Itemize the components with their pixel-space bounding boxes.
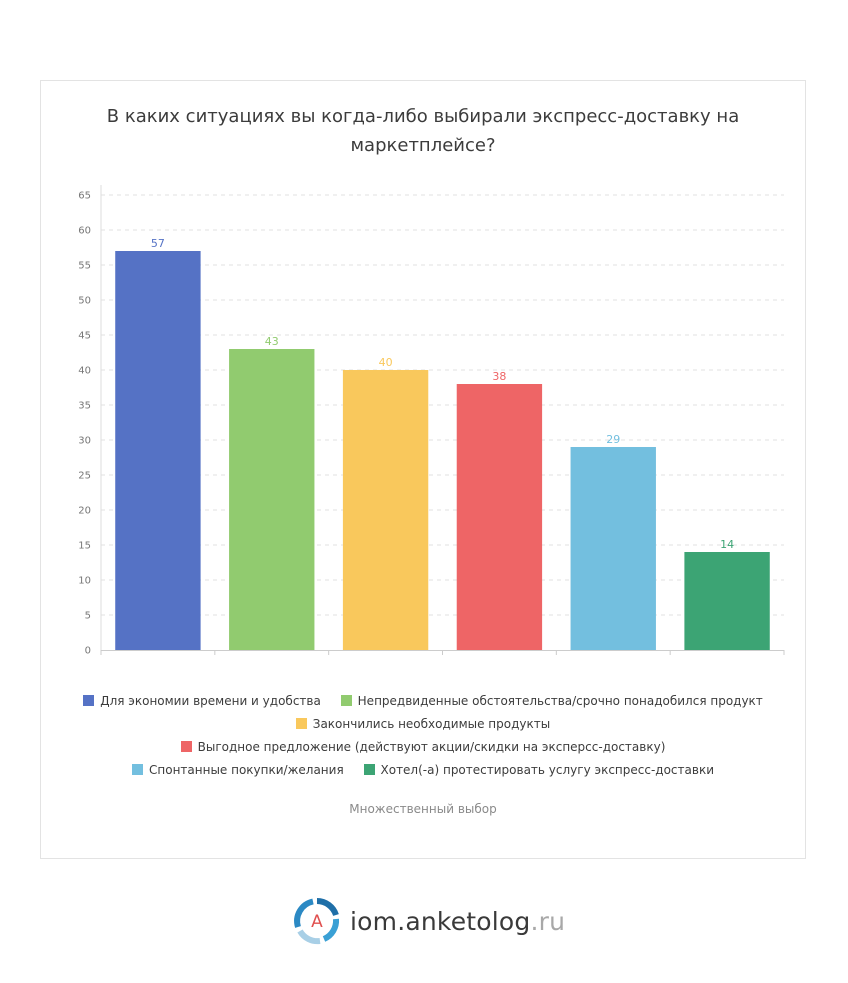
legend-swatch: [363, 764, 375, 775]
legend-swatch: [180, 741, 192, 752]
legend-label: Непредвиденные обстоятельства/срочно пон…: [357, 694, 763, 708]
chart-title-line-2: маркетплейсе?: [350, 135, 496, 156]
bar: [115, 251, 201, 650]
legend-row: Выгодное предложение (действуют акции/ск…: [40, 736, 806, 759]
bar: [570, 447, 656, 650]
bar: [229, 349, 315, 650]
legend-label: Выгодное предложение (действуют акции/ск…: [197, 740, 666, 754]
legend-swatch: [83, 695, 95, 706]
data-label: 57: [151, 237, 165, 250]
chart-title: В каких ситуациях вы когда-либо выбирали…: [40, 102, 806, 160]
data-label: 40: [379, 356, 393, 369]
y-tick-label: 5: [85, 611, 91, 622]
legend-row: Для экономии времени и удобства Непредви…: [40, 690, 806, 713]
chart-legend: Для экономии времени и удобства Непредви…: [40, 690, 806, 782]
legend-row: Спонтанные покупки/желания Хотел(-а) про…: [40, 759, 806, 782]
legend-swatch: [295, 718, 307, 729]
legend-label: Хотел(-а) протестировать услугу экспресс…: [380, 763, 715, 777]
bar: [684, 552, 770, 650]
y-tick-label: 30: [78, 436, 91, 447]
y-tick-label: 55: [78, 261, 91, 272]
y-tick-label: 35: [78, 401, 91, 412]
y-tick-label: 10: [78, 576, 91, 587]
legend-row: Закончились необходимые продукты: [40, 713, 806, 736]
data-label: 14: [720, 538, 734, 551]
bar: [342, 370, 429, 650]
logo-tld: .ru: [530, 906, 566, 936]
chart-title-line-1: В каких ситуациях вы когда-либо выбирали…: [106, 106, 740, 127]
multiple-choice-note: Множественный выбор: [349, 802, 497, 816]
y-tick-label: 20: [78, 506, 91, 517]
anketolog-logo[interactable]: A iom.anketolog.ru: [292, 896, 565, 946]
bar-chart: 0 5 10 15 20 25 30 35 40 45 50 55 60 65 57 43 40 38 29 14: [78, 185, 785, 657]
anketolog-logo-icon: A: [294, 898, 340, 945]
y-tick-label: 60: [78, 226, 91, 237]
logo-name: iom.anketolog: [350, 906, 531, 936]
legend-item[interactable]: Выгодное предложение (действуют акции/ск…: [180, 736, 666, 759]
legend-item[interactable]: Закончились необходимые продукты: [295, 713, 551, 736]
legend-item[interactable]: Хотел(-а) протестировать услугу экспресс…: [363, 759, 715, 782]
legend-swatch: [340, 695, 352, 706]
bar: [456, 384, 543, 650]
data-label: 38: [492, 370, 506, 383]
legend-swatch: [132, 764, 143, 775]
y-tick-label: 25: [78, 471, 91, 482]
y-tick-label: 15: [78, 541, 91, 552]
y-tick-label: 0: [85, 646, 91, 657]
legend-item[interactable]: Спонтанные покупки/желания: [132, 759, 344, 782]
legend-item[interactable]: Для экономии времени и удобства: [83, 690, 321, 713]
y-tick-label: 45: [78, 331, 91, 342]
y-tick-label: 50: [78, 296, 91, 307]
y-tick-label: 65: [78, 191, 91, 202]
logo-text: iom.anketolog.ru: [350, 907, 565, 936]
legend-label: Для экономии времени и удобства: [100, 694, 321, 708]
data-label: 43: [265, 335, 279, 348]
logo-letter: A: [311, 912, 323, 932]
legend-label: Спонтанные покупки/желания: [149, 763, 344, 777]
y-tick-label: 40: [78, 366, 91, 377]
legend-label: Закончились необходимые продукты: [312, 717, 551, 731]
legend-item[interactable]: Непредвиденные обстоятельства/срочно пон…: [340, 690, 763, 713]
data-label: 29: [606, 433, 620, 446]
